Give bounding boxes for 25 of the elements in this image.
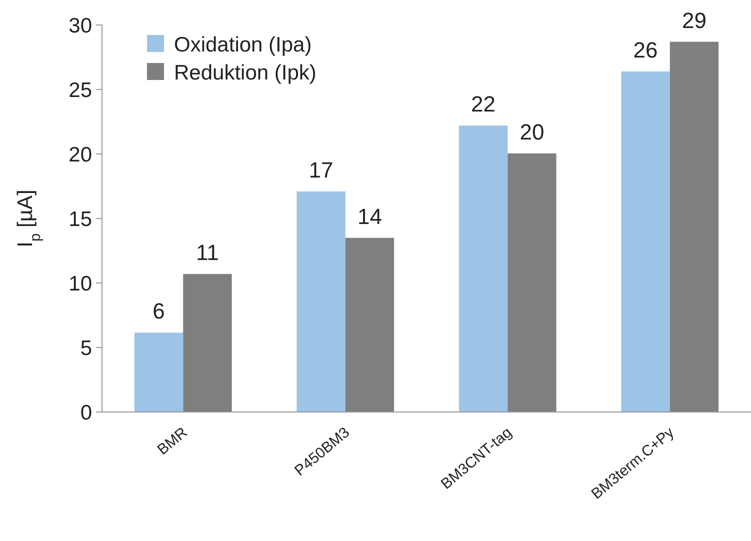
y-tick-label: 15 [68, 208, 92, 231]
data-label: 11 [196, 240, 219, 265]
data-label: 22 [471, 92, 496, 117]
legend-label: Oxidation (Ipa) [174, 33, 312, 56]
data-label: 17 [308, 157, 334, 182]
y-tick-label: 0 [80, 401, 92, 424]
legend-label: Reduktion (Ipk) [174, 61, 316, 84]
y-tick-label: 30 [68, 14, 92, 38]
data-label: 20 [520, 119, 544, 144]
bar [621, 71, 670, 412]
bar [345, 238, 394, 412]
bar [458, 126, 508, 412]
y-tick-label: 10 [68, 272, 92, 296]
y-tick-label: 20 [68, 143, 92, 166]
y-tick-label: 25 [68, 78, 92, 102]
y-tick-label: 5 [80, 336, 92, 360]
bar [296, 191, 346, 412]
bar [183, 274, 232, 412]
bar [134, 332, 184, 412]
data-label: 6 [152, 298, 165, 324]
bar [508, 153, 556, 412]
bar [670, 42, 719, 412]
data-label: 29 [682, 8, 706, 33]
data-label: 14 [357, 204, 382, 229]
data-label: 26 [633, 37, 658, 62]
